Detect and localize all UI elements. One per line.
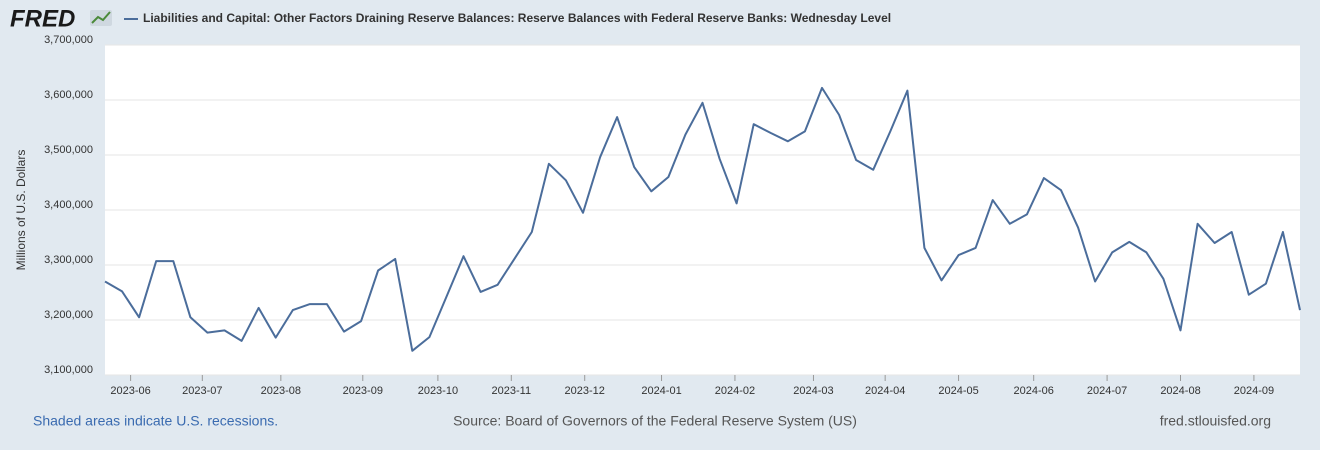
x-tick-label: 2024-04 (865, 385, 905, 397)
x-tick-label: 2023-09 (343, 385, 383, 397)
legend-label: Liabilities and Capital: Other Factors D… (143, 11, 891, 25)
x-tick-label: 2024-08 (1160, 385, 1200, 397)
logo-icon-line (91, 11, 111, 24)
x-tick-label: 2023-12 (565, 385, 605, 397)
x-tick-label: 2023-11 (492, 385, 532, 397)
y-tick-label: 3,100,000 (44, 364, 93, 376)
x-tick-label: 2024-09 (1234, 385, 1274, 397)
x-tick-label: 2024-05 (938, 385, 978, 397)
x-tick-label: 2023-10 (418, 385, 458, 397)
x-tick-label: 2023-07 (182, 385, 222, 397)
source: Source: Board of Governors of the Federa… (453, 413, 857, 429)
y-tick-label: 3,600,000 (44, 89, 93, 101)
recession-note[interactable]: Shaded areas indicate U.S. recessions. (33, 413, 278, 429)
y-tick-label: 3,400,000 (44, 199, 93, 211)
y-tick-label: 3,700,000 (44, 34, 93, 46)
x-tick-label: 2023-06 (110, 385, 150, 397)
y-tick-label: 3,500,000 (44, 144, 93, 156)
x-tick-label: 2024-07 (1087, 385, 1127, 397)
series-line (104, 86, 1301, 352)
y-tick-label: 3,300,000 (44, 254, 93, 266)
x-tick-label: 2024-06 (1013, 385, 1053, 397)
x-tick-label: 2023-08 (261, 385, 301, 397)
x-tick-label: 2024-03 (793, 385, 833, 397)
x-tick-label: 2024-02 (715, 385, 755, 397)
logo[interactable]: FRED (10, 5, 75, 32)
y-tick-label: 3,200,000 (44, 309, 93, 321)
x-tick-label: 2024-01 (641, 385, 681, 397)
site[interactable]: fred.stlouisfed.org (1160, 413, 1271, 429)
y-axis-label: Millions of U.S. Dollars (14, 150, 28, 271)
